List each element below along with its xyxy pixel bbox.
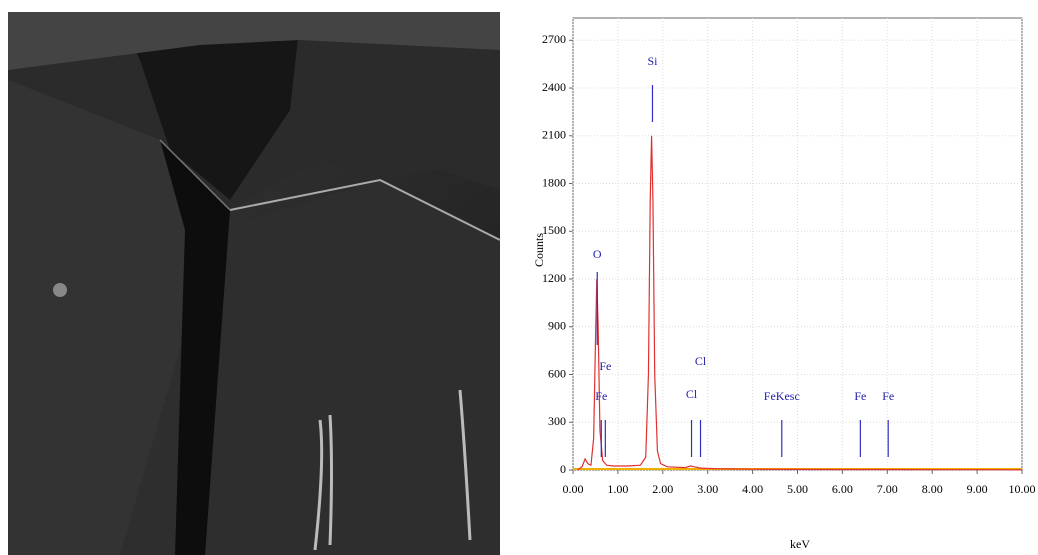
peak-label: Cl [686, 387, 698, 401]
sem-image [8, 12, 501, 555]
spectrum-chart: Counts keV 0 300 600 900 1200 1500 1800 2100 240… [532, 17, 1036, 551]
x-tick-label: 10.00 [1009, 482, 1036, 496]
x-axis-title: keV [790, 537, 810, 551]
x-tick-label: 1.00 [607, 482, 628, 496]
x-tick-label: 3.00 [697, 482, 718, 496]
x-tick-label: 0.00 [563, 482, 584, 496]
y-tick-label: 2700 [542, 32, 566, 46]
peak-label: Fe [595, 389, 607, 403]
y-tick-label: 1800 [542, 175, 566, 189]
y-axis-title: Counts [532, 233, 546, 267]
spectrum-line [577, 135, 1023, 471]
x-tick-label: 5.00 [787, 482, 808, 496]
peak-label: Si [647, 54, 658, 68]
peak-label: O [593, 247, 602, 261]
peak-label: Fe [854, 389, 866, 403]
peak-label: Cl [695, 354, 707, 368]
peak-label: Fe [599, 359, 611, 373]
x-tick-label: 7.00 [877, 482, 898, 496]
y-tick-label: 600 [548, 366, 566, 380]
y-tick-label: 2100 [542, 128, 566, 142]
x-tick-label: 4.00 [742, 482, 763, 496]
peak-label: FeKesc [764, 389, 800, 403]
x-tick-label: 2.00 [652, 482, 673, 496]
x-tick-label: 9.00 [967, 482, 988, 496]
y-tick-label: 1200 [542, 271, 566, 285]
y-tick-label: 2400 [542, 80, 566, 94]
y-tick-label: 300 [548, 414, 566, 428]
y-tick-label: 0 [560, 462, 566, 476]
peak-label: Fe [882, 389, 894, 403]
y-tick-label: 1500 [542, 223, 566, 237]
y-tick-label: 900 [548, 319, 566, 333]
x-tick-label: 6.00 [832, 482, 853, 496]
x-tick-label: 8.00 [922, 482, 943, 496]
